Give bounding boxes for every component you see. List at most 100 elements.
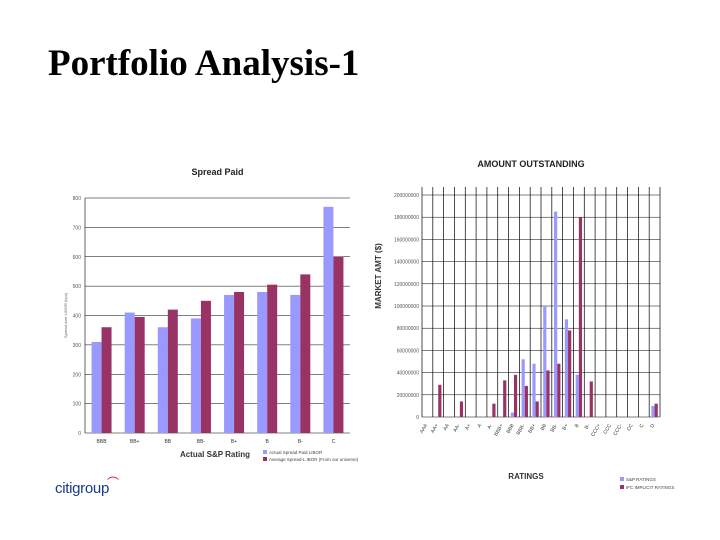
y-tick-label: 100 (73, 402, 82, 408)
bar-ifc-rating (513, 374, 518, 417)
bar-average-spread (167, 309, 178, 433)
bar-ifc-rating (535, 401, 539, 417)
bar-actual-spread (157, 327, 168, 433)
amount-outstanding-chart: AMOUNT OUTSTANDING 0 20000000 40000000 60000… (374, 159, 674, 490)
x-tick-label: BBB+ (493, 423, 505, 437)
bar-average-spread (134, 316, 145, 433)
x-tick-label: A- (486, 423, 494, 431)
bar-ifc-rating (578, 217, 583, 417)
legend-entry: Average Spread-L IBOR (From our universe… (269, 457, 359, 462)
bar-ifc-rating (459, 401, 464, 417)
y-tick-label: 700 (73, 225, 82, 231)
x-tick-label: B- (298, 439, 303, 445)
bar-average-spread (234, 292, 245, 433)
legend-swatch (263, 450, 267, 454)
y-tick-label: 300 (73, 343, 82, 349)
logo-text: citigroup (55, 480, 109, 497)
x-tick-label: B- (584, 423, 592, 431)
bar-ifc-rating (589, 381, 593, 417)
x-tick-label: C (638, 423, 645, 429)
legend-entry: S&P RATINGS (626, 477, 656, 482)
y-tick-label: 60000000 (397, 348, 419, 354)
bar-actual-spread (91, 341, 102, 433)
bar-average-spread (333, 256, 344, 433)
x-tick-label: B+ (561, 423, 569, 431)
x-tick-label: AA+ (430, 423, 440, 434)
spread-paid-chart: Spread Paid 0 100 200 300 400 500 600 700 800 Spre… (63, 167, 359, 462)
x-tick-label: B (574, 422, 581, 428)
page-title: Portfolio Analysis-1 (48, 43, 360, 84)
y-tick-label: 100000000 (394, 304, 419, 310)
chart-title: AMOUNT OUTSTANDING (477, 159, 584, 169)
bar-ifc-rating (438, 384, 442, 417)
x-tick-label: B (266, 439, 270, 445)
bar-ifc-rating (503, 380, 507, 417)
bar-average-spread (101, 327, 112, 433)
x-tick-label: BBB (505, 422, 516, 434)
citigroup-logo: citigroup⌒ (55, 476, 121, 497)
bar-sp-rating (521, 359, 525, 417)
legend-swatch (620, 477, 624, 481)
bar-average-spread (300, 274, 311, 433)
x-axis-label: RATINGS (508, 472, 544, 481)
y-tick-label: 160000000 (394, 237, 419, 243)
x-tick-label: A+ (464, 423, 472, 431)
x-tick-label: BB+ (130, 439, 140, 445)
y-tick-label: 80000000 (397, 326, 419, 332)
bar-actual-spread (323, 206, 334, 433)
x-tick-label: AA (442, 422, 451, 431)
bar-ifc-rating (568, 330, 572, 417)
x-tick-label: BB (164, 439, 171, 445)
legend-entry: IFC IMPLICIT RATINGS (626, 485, 674, 490)
bar-sp-rating (651, 405, 655, 417)
x-tick-label: BB- (550, 423, 560, 434)
bar-sp-rating (575, 374, 579, 417)
bar-actual-spread (257, 292, 268, 433)
bar-ifc-rating (524, 385, 528, 417)
x-tick-label: CC (626, 423, 635, 433)
y-tick-label: 0 (78, 431, 81, 437)
y-tick-label: 20000000 (397, 393, 419, 399)
y-tick-label: 500 (73, 284, 82, 290)
logo-arc-icon: ⌒ (107, 476, 119, 490)
y-tick-label: 140000000 (394, 260, 419, 266)
x-tick-label: D (649, 423, 656, 429)
bar-ifc-rating (654, 403, 658, 417)
x-tick-label: AA- (452, 423, 462, 434)
bar-ifc-rating (557, 363, 561, 417)
x-tick-label: CCC+ (590, 423, 602, 438)
x-tick-label: C (332, 439, 336, 445)
bar-ifc-rating (492, 403, 496, 417)
y-tick-label: 200000000 (394, 193, 419, 199)
x-tick-label: BBB (97, 439, 108, 445)
y-tick-label: 120000000 (394, 282, 419, 288)
x-tick-label: BB (540, 422, 549, 431)
x-tick-label: A (476, 422, 483, 428)
y-tick-label: 400 (73, 314, 82, 320)
y-tick-label: 200 (73, 372, 82, 378)
x-tick-label: BB- (197, 439, 206, 445)
bar-sp-rating (554, 211, 558, 417)
x-axis-label: Actual S&P Rating (180, 450, 250, 459)
y-tick-label: 0 (416, 415, 419, 421)
x-tick-label: CCC (602, 423, 613, 436)
y-axis-label: Spread over LIBOR (bps) (63, 292, 68, 338)
y-tick-label: 180000000 (394, 215, 419, 221)
x-tick-label: AAA (419, 422, 430, 434)
legend-swatch (620, 485, 624, 489)
bar-actual-spread (290, 294, 301, 433)
bar-sp-rating (543, 306, 547, 417)
legend-swatch (263, 457, 267, 461)
bar-average-spread (200, 300, 211, 433)
x-tick-label: B+ (231, 439, 237, 445)
bar-actual-spread (190, 318, 201, 433)
bar-sp-rating (510, 412, 514, 417)
x-tick-label: BBB- (515, 423, 526, 436)
x-tick-label: CCC- (612, 423, 624, 437)
bar-sp-rating (564, 319, 569, 417)
bar-sp-rating (532, 363, 536, 417)
x-tick-label: BB+ (527, 423, 537, 434)
bar-actual-spread (224, 294, 235, 433)
chart-title: Spread Paid (191, 167, 243, 177)
y-tick-label: 800 (73, 196, 82, 202)
